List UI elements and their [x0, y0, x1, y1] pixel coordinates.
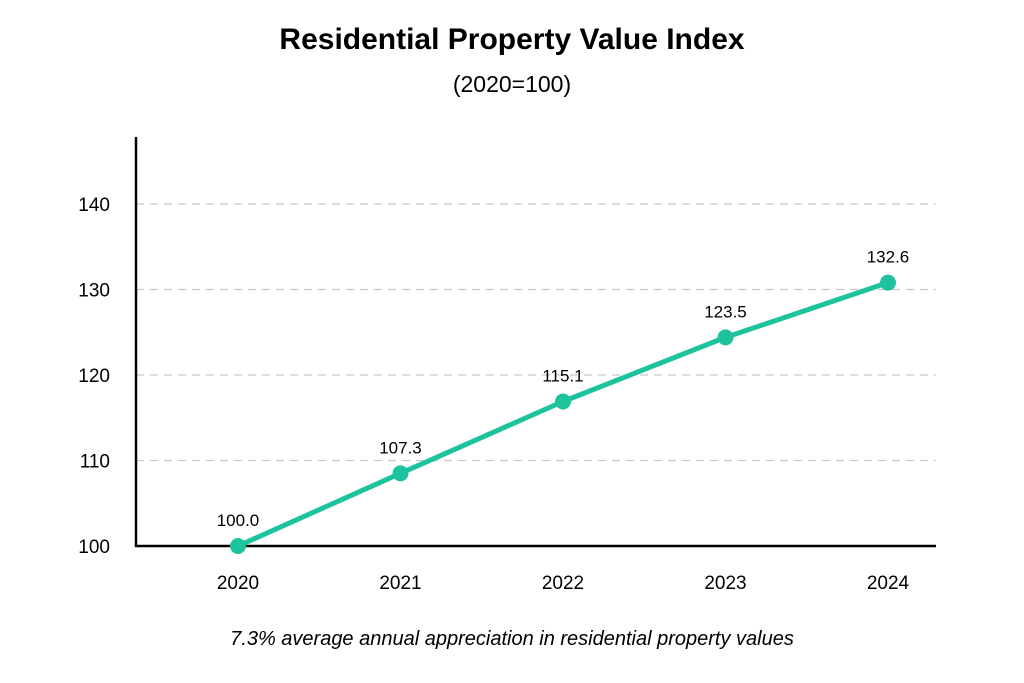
gridlines [136, 203, 936, 462]
y-tick-label: 130 [78, 281, 110, 302]
chart-title: Residential Property Value Index [279, 23, 745, 56]
chart-subtitle: (2020=100) [452, 71, 572, 97]
x-tick-label: 2023 [704, 573, 746, 594]
axes [134, 137, 936, 548]
y-tick-label: 140 [78, 195, 110, 216]
series-line [235, 280, 891, 549]
data-label: 107.3 [379, 438, 422, 457]
data-label: 132.6 [867, 248, 910, 267]
y-tick-labels: 100 110 120 130 140 [78, 195, 110, 558]
data-labels: 100.0 107.3 115.1 123.5 132.6 [217, 248, 910, 530]
y-tick-label: 100 [78, 537, 110, 558]
data-point [230, 538, 246, 554]
data-point [392, 465, 409, 482]
data-label: 123.5 [704, 302, 747, 321]
data-point [717, 329, 734, 346]
data-label: 115.1 [542, 367, 583, 386]
x-tick-label: 2021 [379, 573, 421, 594]
x-tick-labels: 2020 2021 2022 2023 2024 [217, 573, 910, 594]
data-label: 100.0 [217, 511, 260, 530]
data-point [880, 274, 896, 291]
x-tick-label: 2022 [542, 573, 584, 594]
x-tick-label: 2020 [217, 573, 259, 594]
chart-caption: 7.3% average annual appreciation in resi… [230, 628, 794, 650]
series [230, 274, 896, 554]
x-tick-label: 2024 [867, 573, 910, 594]
y-tick-label: 110 [80, 452, 110, 473]
data-point [555, 393, 571, 410]
y-tick-label: 120 [78, 366, 110, 387]
